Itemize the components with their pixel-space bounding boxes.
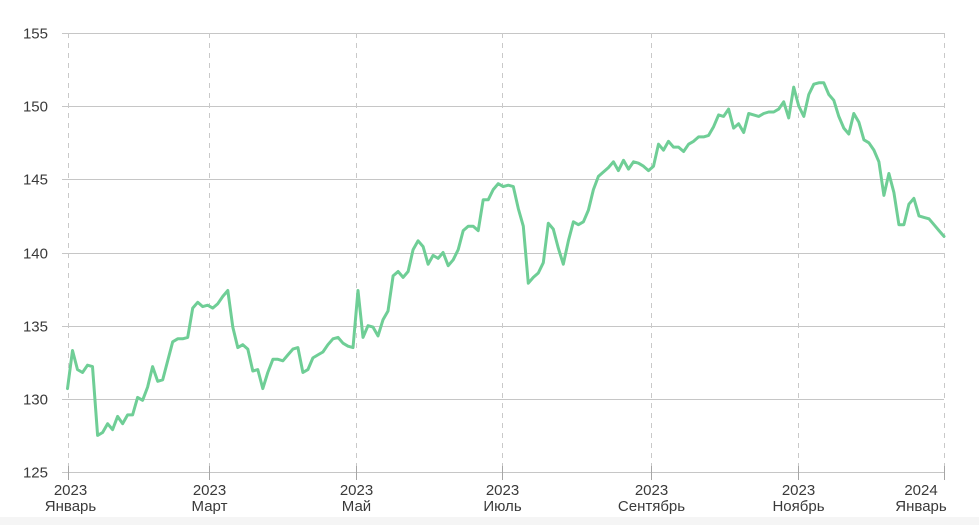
x-axis-tick-label-month: Январь — [45, 498, 97, 515]
x-axis-tick-label-month: Июль — [483, 498, 521, 515]
x-axis-tick-label-month: Январь — [895, 498, 947, 515]
x-axis-tick-label-year: 2023 — [340, 482, 373, 499]
widget-footer-strip — [0, 517, 979, 525]
x-axis-tick-label-year: 2023 — [54, 482, 87, 499]
x-axis-tick-label-month: Ноябрь — [772, 498, 824, 515]
x-axis-tick-label-month: Март — [192, 498, 228, 515]
y-axis-tick-label: 130 — [23, 392, 48, 409]
x-axis-tick-label-year: 2023 — [486, 482, 519, 499]
y-axis-tick-label: 155 — [23, 26, 48, 43]
x-axis-tick-label-year: 2023 — [193, 482, 226, 499]
y-axis-tick-label: 150 — [23, 99, 48, 116]
y-axis-tick-label: 135 — [23, 319, 48, 336]
y-axis-tick-label: 140 — [23, 246, 48, 263]
x-axis-tick-label-year: 2023 — [635, 482, 668, 499]
x-axis-tick-label-month: Май — [342, 498, 371, 515]
price-line-series — [66, 81, 946, 437]
x-axis-tick-label-year: 2023 — [782, 482, 815, 499]
y-axis-tick-label: 145 — [23, 172, 48, 189]
x-axis-tick-label-year: 2024 — [904, 482, 937, 499]
y-axis-tick-label: 125 — [23, 465, 48, 482]
x-axis-tick-label-month: Сентябрь — [618, 498, 685, 515]
